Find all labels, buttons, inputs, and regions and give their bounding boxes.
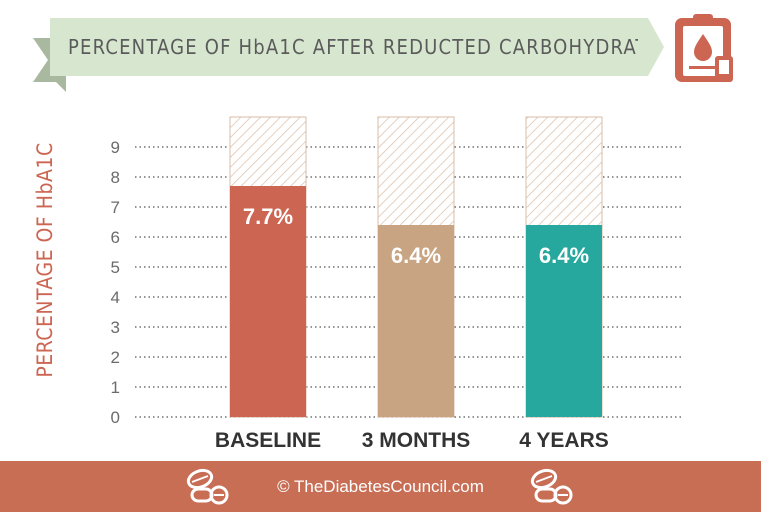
x-category-label: 3 MONTHS bbox=[362, 429, 471, 452]
y-axis-label: PERCENTAGE OF HbA1C bbox=[33, 142, 57, 378]
y-tick-label: 9 bbox=[111, 138, 120, 157]
copyright-text: © TheDiabetesCouncil.com bbox=[277, 477, 484, 496]
hba1c-bar-chart: 0 1 2 3 4 5 6 7 8 9 7.7% BASELINE 6.4% 3 MONTHS 6.4% 4… bbox=[111, 116, 682, 452]
y-tick-label: 4 bbox=[111, 288, 120, 307]
ribbon-main bbox=[50, 18, 664, 76]
bar bbox=[378, 225, 454, 417]
y-tick-label: 6 bbox=[111, 228, 120, 247]
clipboard-blood-drop-icon bbox=[675, 14, 733, 82]
y-tick-label: 0 bbox=[111, 408, 120, 427]
chart-title: PERCENTAGE OF HbA1C AFTER REDUCTED CARBO… bbox=[68, 35, 638, 59]
y-tick-label: 2 bbox=[111, 348, 120, 367]
y-tick-label: 5 bbox=[111, 258, 120, 277]
pills-icon bbox=[186, 468, 229, 505]
title-banner: PERCENTAGE OF HbA1C AFTER REDUCTED CARBO… bbox=[0, 0, 761, 100]
bar-value-label: 6.4% bbox=[539, 243, 589, 268]
banner-ribbon bbox=[33, 18, 664, 92]
x-category-label: 4 YEARS bbox=[519, 429, 609, 452]
bar-value-label: 6.4% bbox=[391, 243, 441, 268]
y-tick-label: 1 bbox=[111, 378, 120, 397]
bar bbox=[230, 186, 306, 417]
bar-value-label: 7.7% bbox=[243, 204, 293, 229]
y-tick-label: 3 bbox=[111, 318, 120, 337]
y-tick-label: 8 bbox=[111, 168, 120, 187]
footer-bar: © TheDiabetesCouncil.com bbox=[0, 461, 761, 512]
y-tick-label: 7 bbox=[111, 198, 120, 217]
bar bbox=[526, 225, 602, 417]
x-category-label: BASELINE bbox=[215, 429, 321, 452]
pills-icon bbox=[530, 468, 573, 505]
